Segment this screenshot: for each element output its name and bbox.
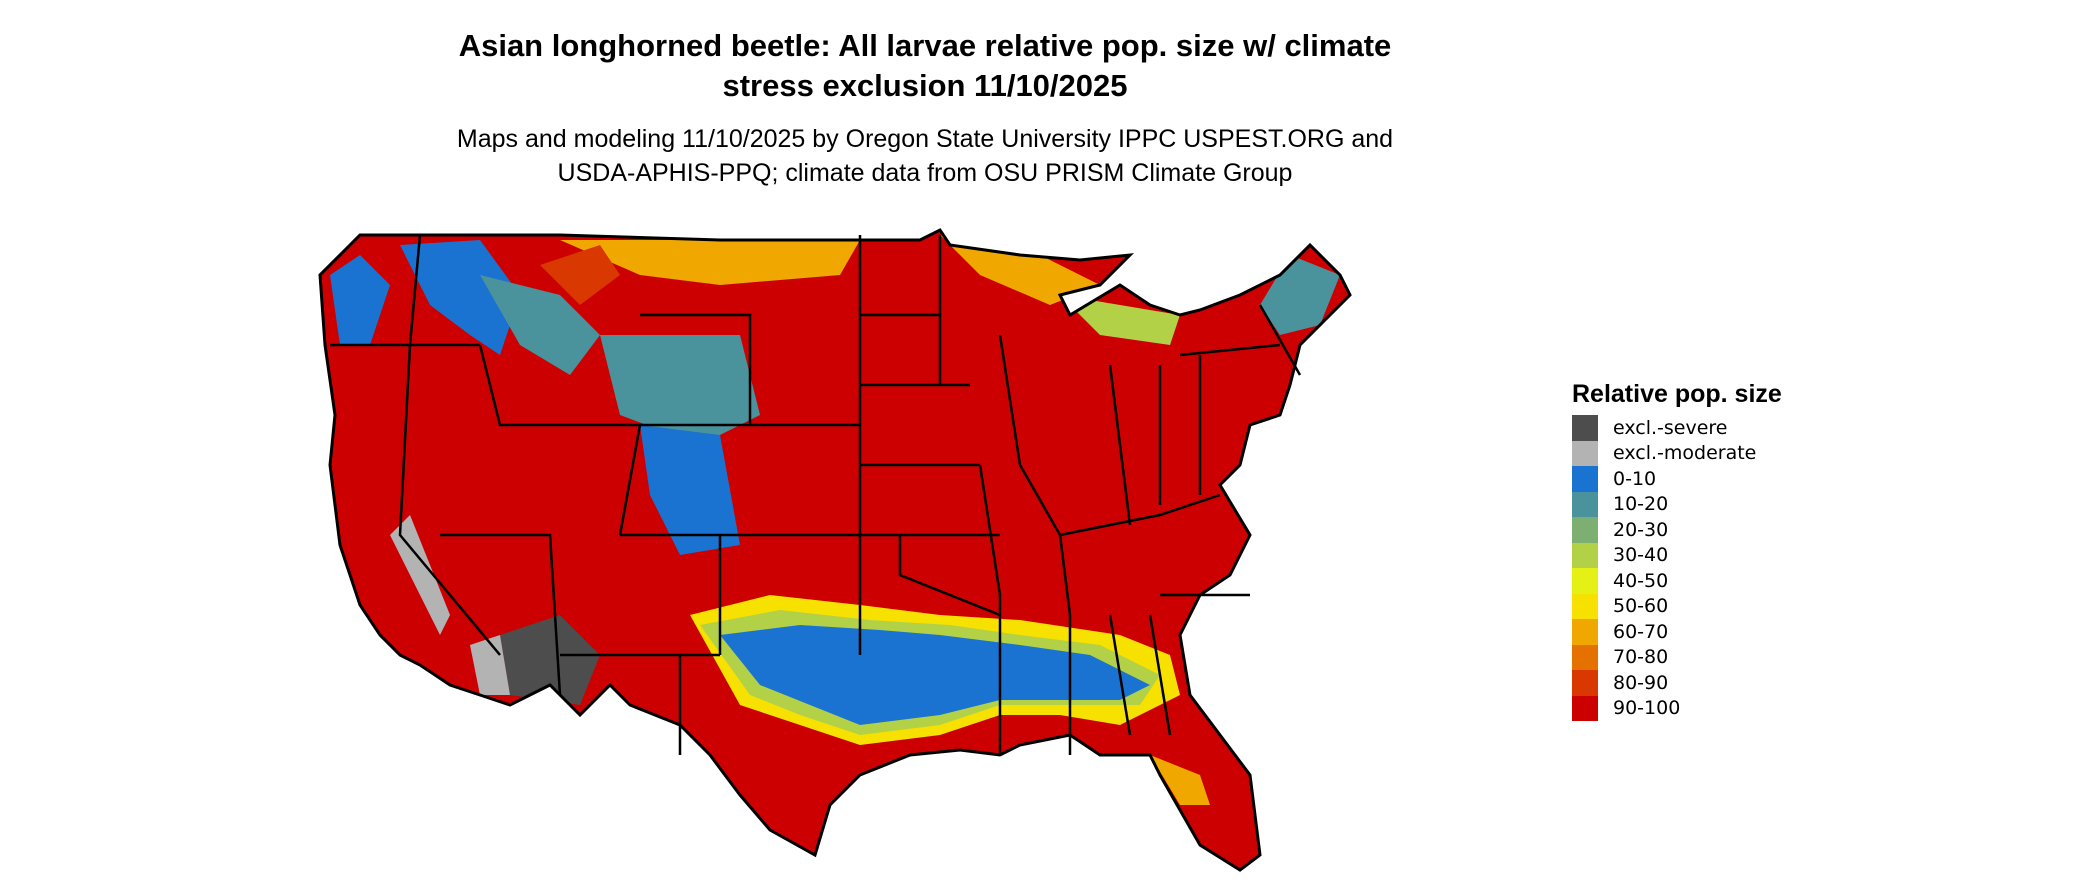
legend-item: 90-100 [1572, 695, 1782, 721]
legend-item: 40-50 [1572, 568, 1782, 594]
legend-item: 80-90 [1572, 670, 1782, 696]
legend-label: 70-80 [1613, 646, 1669, 669]
legend-label: 40-50 [1613, 569, 1669, 592]
legend-swatch [1572, 491, 1598, 517]
class-60-70-area [940, 235, 1100, 305]
class-80-90-area [540, 245, 620, 305]
legend-item: excl.-moderate [1572, 440, 1782, 466]
map-title-line-2: stress exclusion 11/10/2025 [722, 68, 1128, 103]
legend-swatch [1572, 466, 1598, 492]
legend: Relative pop. size excl.-severe excl.-mod… [1572, 380, 1782, 721]
legend-title: Relative pop. size [1572, 380, 1782, 408]
legend-swatch [1572, 593, 1598, 619]
legend-swatch [1572, 440, 1598, 466]
class-0-10-area [330, 255, 390, 345]
class-30-40-area [1060, 295, 1180, 345]
legend-swatch [1572, 644, 1598, 670]
legend-item: 0-10 [1572, 466, 1782, 492]
legend-item: 20-30 [1572, 517, 1782, 543]
legend-item: 70-80 [1572, 644, 1782, 670]
legend-swatch [1572, 517, 1598, 543]
legend-label: 80-90 [1613, 671, 1669, 694]
class-excl-moderate-area [470, 635, 510, 695]
legend-label: 60-70 [1613, 620, 1669, 643]
class-0-10-area [720, 625, 1150, 725]
legend-label: excl.-severe [1613, 416, 1728, 439]
legend-swatch [1572, 695, 1598, 721]
class-60-70-area [1150, 755, 1210, 805]
legend-item: excl.-severe [1572, 415, 1782, 441]
legend-label: 20-30 [1613, 518, 1669, 541]
legend-item: 60-70 [1572, 619, 1782, 645]
legend-item: 30-40 [1572, 542, 1782, 568]
subtitle-line-1: Maps and modeling 11/10/2025 by Oregon S… [456, 125, 1394, 153]
legend-label: 10-20 [1613, 493, 1669, 516]
us-map [318, 228, 1352, 872]
class-60-70-area [560, 240, 860, 285]
class-0-10-area [400, 240, 520, 355]
legend-label: 50-60 [1613, 595, 1669, 618]
legend-swatch [1572, 670, 1598, 696]
legend-swatch [1572, 568, 1598, 594]
legend-label: excl.-moderate [1613, 442, 1757, 465]
class-excl-moderate-area [390, 515, 450, 635]
subtitle-line-2: USDA-APHIS-PPQ; climate data from OSU PR… [557, 159, 1293, 187]
state-borders [330, 234, 1302, 755]
legend-swatch [1572, 619, 1598, 645]
legend-item: 10-20 [1572, 491, 1782, 517]
legend-item: 50-60 [1572, 593, 1782, 619]
legend-label: 30-40 [1613, 544, 1669, 567]
class-10-20-area [600, 335, 760, 445]
class-excl-severe-area [500, 615, 600, 705]
legend-label: 0-10 [1613, 467, 1657, 490]
class-10-20-area [480, 275, 600, 375]
legend-swatch [1572, 542, 1598, 568]
legend-swatch [1572, 415, 1598, 441]
map-title-line-1: Asian longhorned beetle: All larvae rela… [458, 28, 1392, 63]
legend-label: 90-100 [1613, 697, 1681, 720]
class-0-10-area [640, 425, 740, 555]
